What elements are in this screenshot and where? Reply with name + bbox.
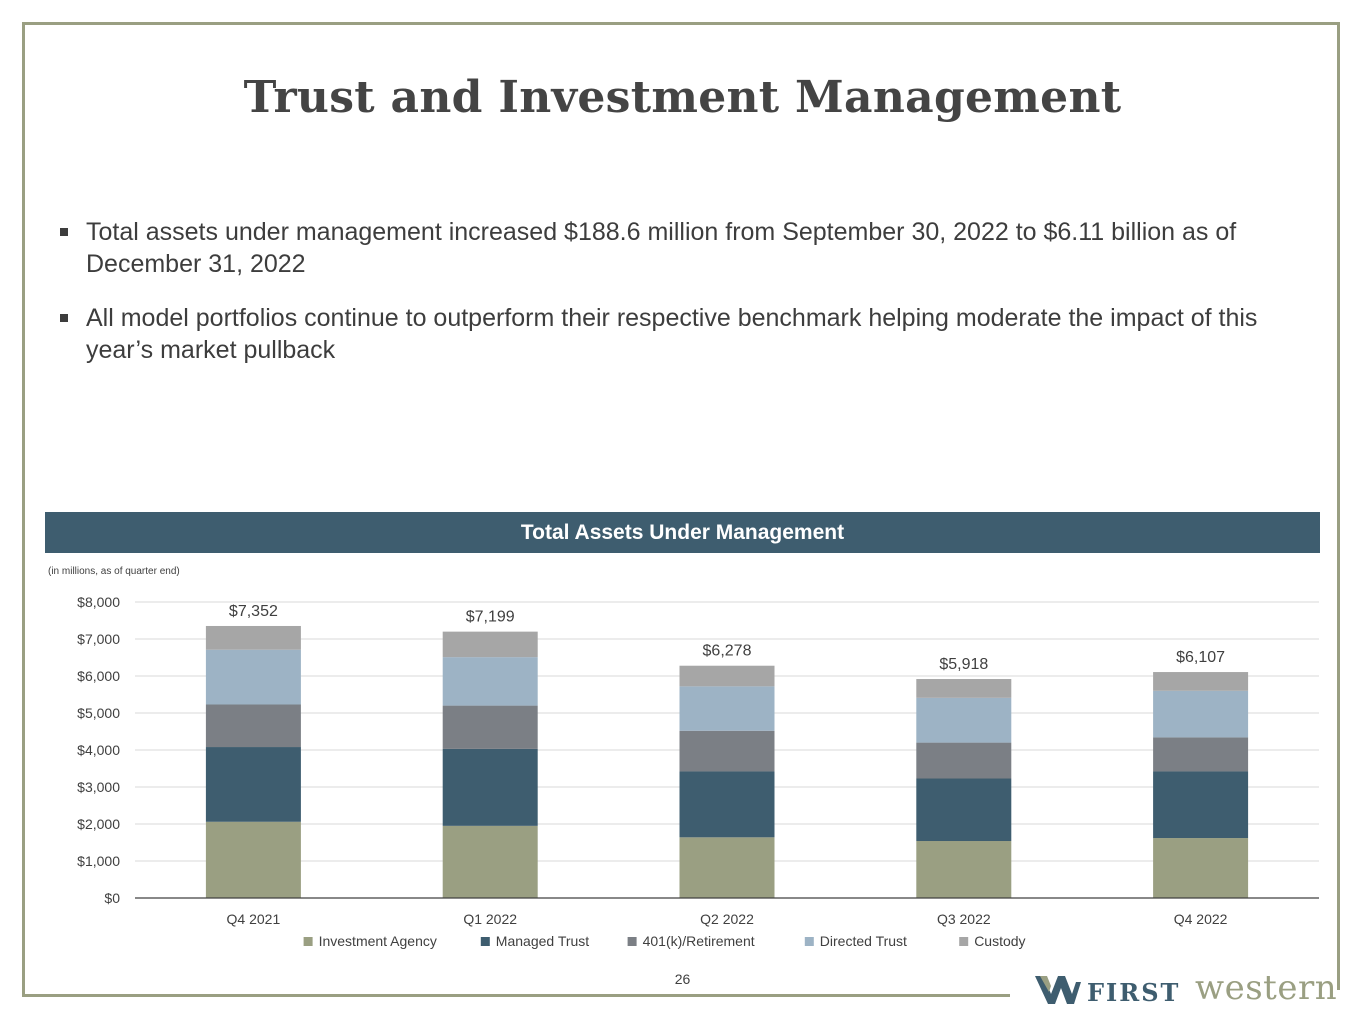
legend-swatch: [959, 937, 969, 946]
page-title: Trust and Investment Management: [243, 72, 1122, 123]
bar-segment: [679, 771, 775, 838]
bar-segment: [916, 697, 1012, 743]
bar-segment: [679, 837, 775, 898]
bar-segment: [442, 705, 538, 749]
bar-segment: [1153, 771, 1249, 839]
x-tick-label: Q4 2022: [1174, 911, 1228, 927]
bar-segment: [916, 778, 1012, 842]
bar-segment: [1153, 838, 1249, 898]
slide-frame: [22, 22, 1340, 997]
x-tick-label: Q2 2022: [700, 911, 754, 927]
bar-segment: [1153, 672, 1249, 691]
bar-segment: [442, 657, 538, 706]
legend-swatch: [627, 937, 637, 946]
legend-label: 401(k)/Retirement: [643, 933, 755, 949]
bar-segment: [679, 686, 775, 731]
logo-w-icon: [1035, 976, 1081, 1004]
chart-title: Total Assets Under Management: [45, 512, 1320, 553]
y-tick-label: $3,000: [77, 779, 120, 795]
chart-subtitle: (in millions, as of quarter end): [48, 566, 180, 577]
bar-segment: [205, 747, 301, 822]
y-tick-label: $5,000: [77, 705, 120, 721]
bar-segment: [916, 742, 1012, 779]
y-tick-label: $6,000: [77, 668, 120, 684]
bar-segment: [205, 625, 301, 650]
bar-segment: [1153, 690, 1249, 738]
bar-segment: [442, 631, 538, 658]
bar-segment: [442, 748, 538, 826]
legend-label: Custody: [974, 933, 1025, 949]
y-tick-label: $8,000: [77, 594, 120, 610]
total-data-label: $7,352: [229, 603, 278, 620]
legend-label: Managed Trust: [496, 933, 589, 949]
y-tick-label: $4,000: [77, 742, 120, 758]
x-tick-label: Q4 2021: [227, 911, 281, 927]
y-tick-label: $2,000: [77, 816, 120, 832]
bar-segment: [916, 841, 1012, 898]
bullet-item: Total assets under management increased …: [60, 216, 1310, 280]
square-bullet-icon: [60, 314, 68, 322]
bullet-list: Total assets under management increased …: [60, 216, 1310, 388]
bar-segment: [442, 825, 538, 898]
x-tick-label: Q3 2022: [937, 911, 991, 927]
legend-swatch: [480, 937, 490, 946]
stacked-bar-chart: $0 $1,000 $2,000 $3,000 $4,000 $5,000 $6,000 $7…: [77, 594, 1319, 949]
y-tick-label: $0: [104, 890, 120, 906]
bar-segment: [679, 665, 775, 687]
bar-segment: [679, 730, 775, 772]
bar-segment: [205, 649, 301, 705]
bar-segment: [916, 679, 1012, 698]
bullet-text: Total assets under management increased …: [86, 218, 1237, 278]
x-tick-label: Q1 2022: [463, 911, 517, 927]
legend-swatch: [303, 937, 313, 946]
legend-label: Directed Trust: [820, 933, 907, 949]
company-logo: FIRST western: [1035, 968, 1355, 1010]
bar-segment: [1153, 737, 1249, 772]
logo-text-western: western: [1195, 968, 1338, 1008]
bar-segment: [205, 821, 301, 898]
y-tick-label: $7,000: [77, 631, 120, 647]
page-number: 26: [674, 971, 691, 987]
bullet-item: All model portfolios continue to outperf…: [60, 302, 1310, 366]
logo-text-first: FIRST: [1087, 978, 1181, 1007]
total-data-label: $7,199: [466, 609, 515, 626]
y-tick-label: $1,000: [77, 853, 120, 869]
total-data-label: $6,278: [703, 643, 752, 660]
legend-label: Investment Agency: [319, 933, 437, 949]
bullet-text: All model portfolios continue to outperf…: [86, 304, 1258, 364]
legend-swatch: [804, 937, 814, 946]
bar-segment: [205, 704, 301, 748]
square-bullet-icon: [60, 228, 68, 236]
total-data-label: $5,918: [939, 656, 988, 673]
total-data-label: $6,107: [1176, 649, 1225, 666]
